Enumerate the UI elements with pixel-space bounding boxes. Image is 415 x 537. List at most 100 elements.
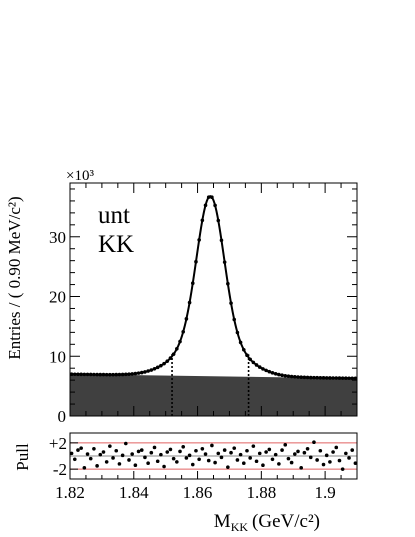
data-point <box>280 373 284 378</box>
pull-point <box>293 452 297 456</box>
data-point <box>124 372 128 377</box>
data-point <box>155 365 160 370</box>
x-tick-label: 1.86 <box>183 483 213 502</box>
pull-point <box>264 450 268 454</box>
data-point <box>162 361 166 366</box>
signal-window-lines <box>171 353 250 416</box>
pull-ticks <box>69 442 358 479</box>
pull-point <box>181 445 186 449</box>
pull-point <box>197 457 201 462</box>
pull-point <box>210 443 214 448</box>
data-point <box>165 359 170 363</box>
data-point <box>197 238 201 242</box>
x-tick-label: 1.84 <box>119 483 149 502</box>
main-panel: 0 10 20 30 ×10³ unt KK Entries / ( 0.90 MeV… <box>5 168 358 426</box>
data-point <box>308 375 313 380</box>
data-point <box>69 372 74 377</box>
data-point <box>98 372 103 377</box>
data-point <box>210 195 214 200</box>
chart-label-kk: KK <box>98 231 134 258</box>
data-point <box>76 372 80 377</box>
pull-point <box>267 447 272 452</box>
pull-point <box>117 462 122 466</box>
data-point <box>108 372 112 377</box>
data-point <box>79 372 83 377</box>
pull-point <box>318 448 323 453</box>
data-point <box>146 369 150 373</box>
pull-point <box>296 449 300 454</box>
data-point <box>229 301 233 305</box>
data-point <box>238 340 243 345</box>
pull-point <box>171 456 176 461</box>
data-point <box>190 281 195 285</box>
data-point <box>200 218 205 223</box>
data-point <box>72 372 77 377</box>
pull-point <box>165 450 170 454</box>
pull-point <box>203 452 208 456</box>
pull-point <box>277 462 281 466</box>
main-points-layer <box>69 195 358 381</box>
main-fill-layer <box>70 374 357 416</box>
pull-point <box>280 448 284 452</box>
data-point <box>101 372 106 377</box>
pull-point <box>241 461 246 466</box>
pull-point <box>305 446 310 451</box>
data-point <box>175 346 179 351</box>
data-point <box>347 376 351 381</box>
y-tick-label: 0 <box>58 407 67 426</box>
pull-point <box>120 453 125 458</box>
data-point <box>273 371 278 376</box>
data-point <box>104 372 109 377</box>
x-axis-label-sub: KK <box>231 520 249 534</box>
data-point <box>203 203 208 208</box>
exponent-label: ×10³ <box>66 168 94 184</box>
data-point <box>283 373 288 378</box>
pull-point <box>347 456 351 460</box>
pull-point <box>130 452 134 456</box>
pull-point <box>187 453 192 458</box>
data-point <box>168 356 173 360</box>
pull-point <box>353 461 358 466</box>
data-point <box>232 317 237 322</box>
data-point <box>254 363 259 367</box>
data-point <box>159 363 163 368</box>
pull-point <box>235 458 240 462</box>
data-point <box>152 366 157 371</box>
pull-point <box>178 449 182 454</box>
pull-point <box>85 452 90 456</box>
data-point <box>149 368 154 372</box>
pull-point <box>340 467 345 471</box>
data-point <box>312 375 316 380</box>
data-point <box>143 370 147 374</box>
data-point <box>171 352 176 356</box>
pull-point <box>149 450 154 455</box>
pull-point <box>184 456 189 460</box>
pull-point <box>219 455 224 460</box>
data-point <box>136 371 141 375</box>
pull-point <box>286 456 291 461</box>
pull-point <box>111 456 115 460</box>
x-tick-label: 1.82 <box>55 483 85 502</box>
y-tick-label: 10 <box>49 347 66 366</box>
pull-point <box>79 446 83 450</box>
data-point <box>315 375 319 380</box>
y-tick-label: 30 <box>49 228 66 247</box>
y-axis-label: Entries / ( 0.90 MeV/c²) <box>5 196 24 359</box>
pull-point <box>175 460 179 464</box>
pull-point <box>302 450 307 455</box>
pull-point <box>331 450 335 454</box>
pull-point <box>69 451 74 456</box>
data-point <box>216 218 221 223</box>
pull-point <box>108 444 112 448</box>
background-area <box>70 374 357 416</box>
data-point <box>286 374 291 378</box>
pull-point <box>152 445 157 450</box>
pull-point <box>328 460 332 464</box>
data-point <box>305 375 310 380</box>
data-point <box>328 376 332 380</box>
pull-point <box>133 463 138 468</box>
data-point <box>117 372 122 377</box>
pull-y-tick-label: -2 <box>53 460 67 479</box>
x-tick-label: 1.88 <box>246 483 276 502</box>
data-point <box>213 203 217 208</box>
